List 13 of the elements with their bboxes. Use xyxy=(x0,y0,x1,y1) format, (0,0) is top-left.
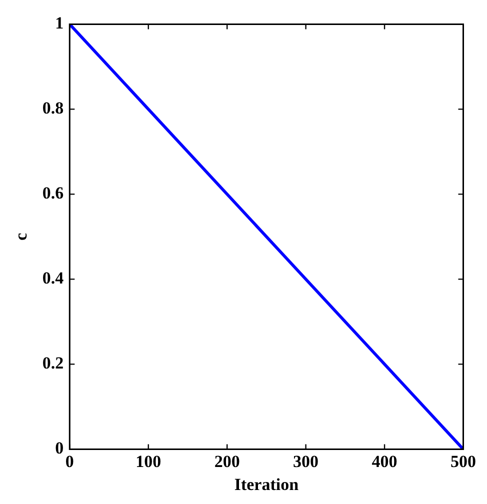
y-tick-label: 0.2 xyxy=(42,354,64,373)
y-tick-label: 0.6 xyxy=(42,184,64,203)
y-tick-label: 1 xyxy=(55,14,64,33)
y-tick-label: 0.8 xyxy=(42,98,64,118)
x-tick-label: 300 xyxy=(293,452,319,471)
x-tick-label: 200 xyxy=(214,452,240,471)
x-tick-label: 400 xyxy=(372,452,398,471)
x-tick-label: 500 xyxy=(450,452,476,471)
y-axis-title: c xyxy=(12,232,31,240)
y-tick-label: 0.4 xyxy=(42,268,64,288)
y-tick-label: 0 xyxy=(55,438,64,458)
x-tick-label: 100 xyxy=(136,452,162,471)
x-axis-title: Iteration xyxy=(234,475,300,494)
